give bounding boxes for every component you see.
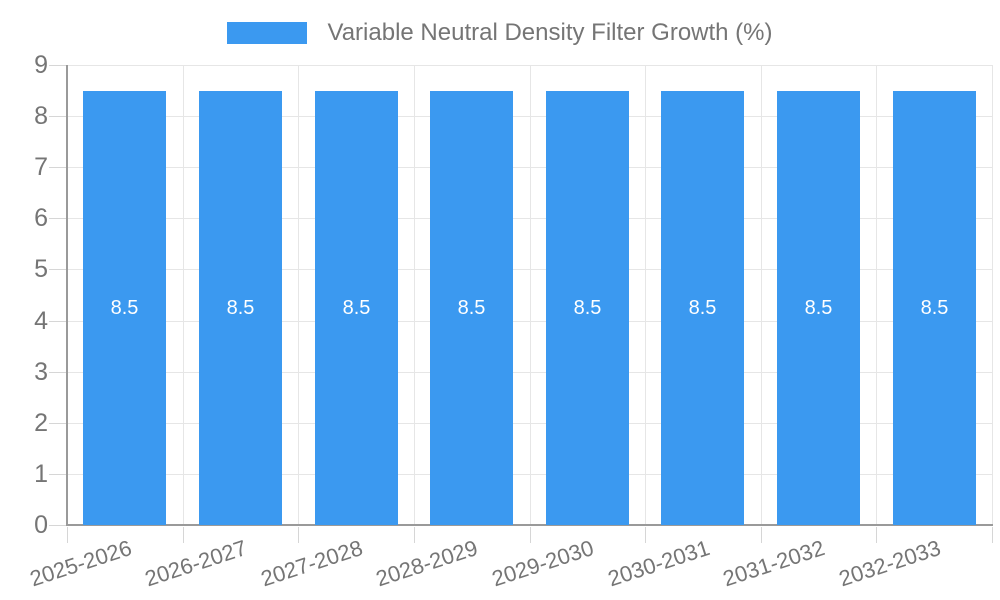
legend-label[interactable]: Variable Neutral Density Filter Growth (…: [327, 19, 773, 46]
bar-value-label: 8.5: [688, 297, 717, 319]
h-gridline: [67, 269, 992, 270]
y-axis-tick: [49, 423, 67, 424]
y-axis-tick: [49, 116, 67, 117]
legend-swatch[interactable]: [227, 22, 308, 44]
y-axis-label: 9: [34, 51, 48, 79]
x-axis-label: 2027-2028: [257, 535, 366, 592]
bar: [893, 91, 976, 525]
legend: Variable Neutral Density Filter Growth (…: [0, 19, 1000, 47]
x-axis-tick: [876, 527, 877, 543]
x-axis-label: 2030-2031: [604, 535, 713, 592]
v-gridline: [530, 65, 531, 525]
x-axis-label: 2026-2027: [142, 535, 250, 592]
bar: [661, 91, 744, 525]
x-axis-label: 2028-2029: [373, 535, 482, 592]
h-gridline: [67, 372, 992, 373]
y-axis-tick: [49, 372, 67, 373]
h-gridline: [67, 218, 992, 219]
v-gridline: [414, 65, 415, 525]
bar-value-label: 8.5: [804, 297, 833, 319]
x-axis-tick: [298, 527, 299, 543]
v-gridline: [645, 65, 646, 525]
y-axis-tick: [49, 269, 67, 270]
y-axis-tick: [49, 218, 67, 219]
x-axis-label: 2029-2030: [488, 535, 597, 592]
y-axis-label: 4: [34, 307, 48, 335]
bar: [199, 91, 282, 525]
y-axis-label: 2: [34, 409, 48, 437]
y-axis-label: 8: [34, 102, 48, 130]
x-axis-line: [66, 524, 993, 526]
x-axis-tick: [414, 527, 415, 543]
x-axis-tick: [530, 527, 531, 543]
y-axis-tick: [49, 525, 67, 526]
y-axis-tick: [49, 321, 67, 322]
v-gridline: [876, 65, 877, 525]
y-axis-label: 3: [34, 358, 48, 386]
y-axis-tick: [49, 65, 67, 66]
x-axis-label: 2025-2026: [26, 535, 135, 592]
y-axis-label: 5: [34, 255, 48, 283]
bar-value-label: 8.5: [920, 297, 949, 319]
bar: [546, 91, 629, 525]
y-axis-label: 6: [34, 204, 48, 232]
v-gridline: [298, 65, 299, 525]
bar-value-label: 8.5: [573, 297, 602, 319]
v-gridline: [183, 65, 184, 525]
h-gridline: [67, 321, 992, 322]
bar: [315, 91, 398, 525]
bar-value-label: 8.5: [342, 297, 371, 319]
y-axis-tick: [49, 474, 67, 475]
bar: [83, 91, 166, 525]
y-axis-label: 7: [34, 153, 48, 181]
x-axis-tick: [183, 527, 184, 543]
x-axis-tick: [645, 527, 646, 543]
v-gridline: [992, 65, 993, 525]
bar: [430, 91, 513, 525]
bar-value-label: 8.5: [110, 297, 139, 319]
bar: [777, 91, 860, 525]
x-axis-label: 2032-2033: [835, 535, 944, 592]
h-gridline: [67, 65, 992, 66]
v-gridline: [761, 65, 762, 525]
bar-value-label: 8.5: [226, 297, 255, 319]
h-gridline: [67, 423, 992, 424]
y-axis-label: 0: [34, 511, 48, 539]
y-axis-line: [66, 65, 68, 526]
y-axis-tick: [49, 167, 67, 168]
h-gridline: [67, 474, 992, 475]
x-axis-label: 2031-2032: [720, 535, 828, 592]
x-axis-tick: [992, 527, 993, 543]
y-axis-label: 1: [34, 460, 48, 488]
x-axis-tick: [761, 527, 762, 543]
bar-value-label: 8.5: [457, 297, 486, 319]
x-axis-tick: [67, 527, 68, 543]
h-gridline: [67, 167, 992, 168]
h-gridline: [67, 116, 992, 117]
